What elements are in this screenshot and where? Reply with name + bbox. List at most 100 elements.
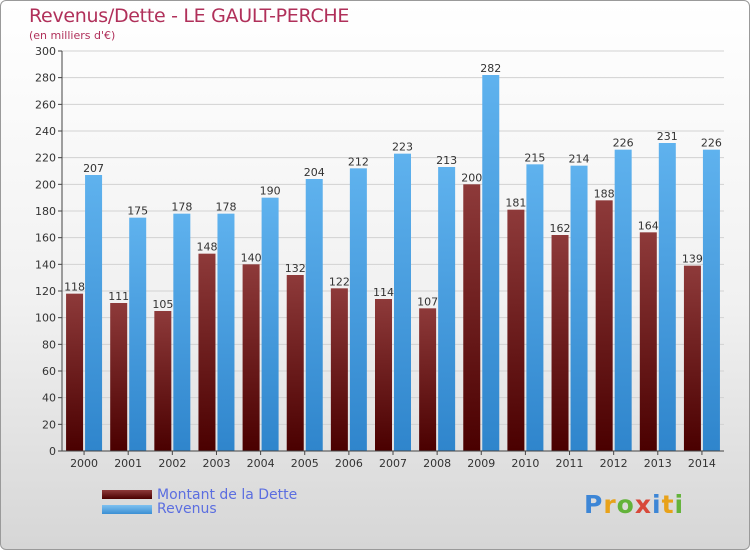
- x-tick-label: 2010: [511, 457, 539, 470]
- chart-title: Revenus/Dette - LE GAULT-PERCHE: [29, 5, 350, 27]
- x-tick-label: 2006: [335, 457, 363, 470]
- bar-dette: [595, 200, 613, 451]
- y-tick-label: 220: [35, 152, 56, 165]
- bar-revenus: [85, 175, 103, 451]
- bar-revenus: [482, 75, 500, 451]
- bar-dette: [551, 235, 569, 451]
- grid-lines: [62, 50, 724, 425]
- data-label-revenus: 212: [348, 155, 369, 168]
- bar-dette: [110, 303, 128, 451]
- bars: [66, 75, 720, 452]
- bar-revenus: [217, 213, 235, 451]
- chart-subtitle: (en milliers d'€): [29, 29, 116, 42]
- y-tick-label: 80: [42, 338, 56, 351]
- x-tick-label: 2001: [114, 457, 142, 470]
- x-tick-label: 2014: [688, 457, 716, 470]
- logo-letter: i: [674, 490, 685, 519]
- data-label-revenus: 215: [524, 151, 545, 164]
- data-label-dette: 132: [285, 262, 306, 275]
- x-tick-label: 2011: [556, 457, 584, 470]
- legend-swatch-dette: [102, 490, 152, 499]
- data-labels: 118 207 111 175 105 178 148 178 140 190 132 204 122 2…: [64, 62, 722, 311]
- logo-letter: o: [616, 490, 635, 519]
- bar-dette: [463, 184, 481, 452]
- logo-letter: P: [584, 490, 604, 519]
- x-tick-label: 2013: [644, 457, 672, 470]
- y-tick-label: 0: [49, 445, 56, 458]
- x-tick-label: 2005: [291, 457, 319, 470]
- logo-letter: t: [661, 490, 675, 519]
- x-tick-label: 2007: [379, 457, 407, 470]
- x-tick-label: 2002: [158, 457, 186, 470]
- data-label-revenus: 231: [657, 130, 678, 143]
- bar-dette: [66, 293, 84, 451]
- y-tick-label: 160: [35, 232, 56, 245]
- y-tick-label: 140: [35, 258, 56, 271]
- data-label-dette: 122: [329, 275, 350, 288]
- data-label-dette: 111: [108, 290, 129, 303]
- y-tick-label: 20: [42, 418, 56, 431]
- y-tick-label: 60: [42, 365, 56, 378]
- bar-dette: [375, 299, 392, 451]
- data-label-revenus: 207: [83, 162, 104, 175]
- legend-label-dette: Montant de la Dette: [157, 487, 298, 503]
- data-label-revenus: 204: [304, 166, 325, 179]
- bar-revenus: [173, 213, 191, 451]
- x-tick-label: 2003: [202, 457, 230, 470]
- logo-letter: i: [652, 490, 662, 519]
- data-label-dette: 200: [461, 171, 482, 184]
- y-axis-ticks: 0 20 40 60 80 100 120 140 160 180 200 220 240 260 280 3…: [35, 45, 62, 458]
- y-tick-label: 120: [35, 285, 56, 298]
- data-label-dette: 181: [505, 197, 526, 210]
- y-tick-label: 40: [42, 392, 56, 405]
- data-label-dette: 188: [594, 187, 615, 200]
- data-label-dette: 140: [241, 251, 262, 264]
- data-label-dette: 162: [550, 222, 571, 235]
- data-label-revenus: 223: [392, 141, 413, 154]
- data-label-revenus: 178: [171, 201, 192, 214]
- data-label-revenus: 214: [569, 153, 590, 166]
- logo-letter: r: [603, 490, 617, 519]
- data-label-revenus: 178: [215, 201, 236, 214]
- data-label-dette: 114: [373, 286, 394, 299]
- axes: [61, 51, 724, 452]
- bar-dette: [330, 288, 348, 451]
- bar-dette: [683, 265, 701, 451]
- bar-revenus: [261, 197, 279, 451]
- bar-dette: [242, 264, 260, 451]
- x-tick-label: 2000: [70, 457, 98, 470]
- data-label-revenus: 190: [260, 185, 281, 198]
- data-label-dette: 148: [196, 241, 217, 254]
- x-tick-label: 2004: [247, 457, 275, 470]
- data-label-revenus: 282: [480, 62, 501, 75]
- bar-dette: [154, 311, 172, 451]
- data-label-revenus: 226: [613, 137, 634, 150]
- x-tick-label: 2009: [467, 457, 495, 470]
- legend-label-revenus: Revenus: [157, 501, 217, 517]
- data-label-dette: 164: [638, 219, 659, 232]
- data-label-revenus: 213: [436, 154, 457, 167]
- y-tick-label: 180: [35, 205, 56, 218]
- bar-revenus: [129, 217, 147, 451]
- x-tick-label: 2012: [600, 457, 628, 470]
- bar-revenus: [349, 168, 367, 452]
- x-tick-label: 2008: [423, 457, 451, 470]
- data-label-revenus: 175: [127, 205, 148, 218]
- y-tick-label: 240: [35, 125, 56, 138]
- bar-revenus: [614, 149, 632, 451]
- data-label-dette: 118: [64, 281, 85, 294]
- bar-revenus: [526, 164, 544, 452]
- bar-dette: [198, 253, 216, 451]
- bar-revenus: [438, 167, 456, 451]
- legend-swatch-revenus: [102, 505, 152, 514]
- y-tick-label: 100: [35, 312, 56, 325]
- bar-revenus: [702, 149, 720, 451]
- bar-dette: [286, 275, 304, 451]
- data-label-dette: 107: [417, 295, 438, 308]
- proxiti-logo: Proxiti: [584, 490, 684, 519]
- x-axis-ticks: 2000 2001 2002 2003 2004 2005 2006 2007 2008 2009…: [70, 451, 716, 470]
- bar-revenus: [394, 153, 411, 451]
- data-label-dette: 105: [152, 298, 173, 311]
